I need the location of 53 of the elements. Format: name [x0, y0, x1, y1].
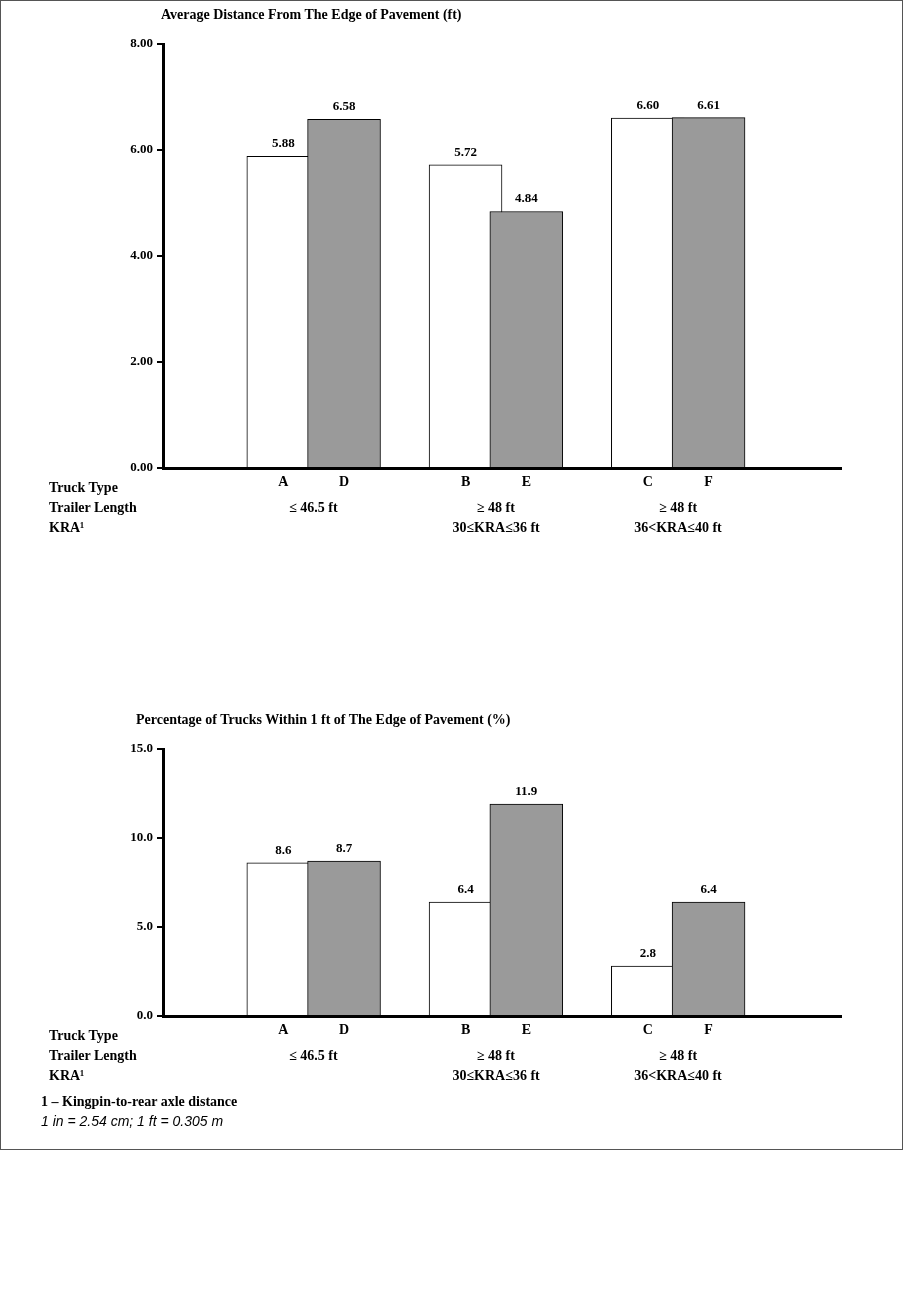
x-tick-label: C	[642, 1022, 653, 1038]
text: Truck Type	[49, 1028, 118, 1044]
chart-title: Percentage of Trucks Within 1 ft of The Edge of Pavement (%)	[136, 712, 511, 728]
data-label: 6.4	[700, 880, 718, 896]
text: 30≤KRA≤36 ft	[452, 1068, 540, 1084]
data-label: 6.61	[697, 96, 720, 112]
text: ≥ 48 ft	[476, 1048, 515, 1064]
text: 1 in = 2.54 cm; 1 ft = 0.305 m	[41, 1113, 224, 1129]
x-tick-label: C	[642, 474, 653, 490]
y-tick-label: 0.00	[130, 459, 153, 475]
text: Trailer Length	[49, 1048, 137, 1064]
data-label: 6.60	[636, 97, 660, 113]
data-label: 8.6	[275, 841, 292, 857]
x-tick-label: B	[460, 474, 471, 490]
text: 30≤KRA≤36 ft	[452, 520, 540, 536]
x-tick-label: F	[704, 474, 713, 490]
text: 36<KRA≤40 ft	[634, 520, 722, 536]
text: Truck Type	[49, 480, 118, 496]
data-label: 4.84	[514, 190, 539, 206]
text: Trailer Length	[49, 500, 137, 516]
text: ≤ 46.5 ft	[289, 500, 338, 516]
text: ≤ 46.5 ft	[289, 1048, 338, 1064]
data-label: 6.4	[457, 880, 475, 896]
text: 1 – Kingpin-to-rear axle distance	[41, 1094, 238, 1110]
y-tick-label: 8.00	[130, 35, 153, 51]
text: ≥ 48 ft	[659, 1048, 698, 1064]
y-tick-label: 2.00	[130, 353, 153, 369]
x-tick-label: F	[704, 1022, 713, 1038]
text: ≥ 48 ft	[476, 500, 515, 516]
y-tick-label: 6.00	[130, 141, 153, 157]
y-tick-label: 4.00	[130, 247, 153, 263]
y-tick-label: 5.0	[136, 918, 153, 934]
x-tick-label: A	[278, 1022, 290, 1038]
chart-title: Average Distance From The Edge of Pavement (ft)	[161, 7, 462, 23]
y-tick-label: 10.0	[130, 829, 153, 845]
data-label: 8.7	[335, 840, 353, 855]
y-tick-label: 15.0	[130, 740, 153, 756]
data-label: 6.58	[332, 98, 356, 114]
x-tick-label: B	[460, 1022, 471, 1038]
data-label: 11.9	[515, 783, 538, 799]
y-tick-label: 0.0	[136, 1007, 153, 1023]
data-label: 5.88	[271, 135, 296, 151]
data-label: 5.72	[454, 143, 477, 159]
text: ≥ 48 ft	[659, 500, 698, 516]
x-tick-label: E	[521, 1022, 531, 1038]
x-tick-label: A	[278, 474, 290, 490]
text: KRA¹	[49, 520, 85, 536]
text: KRA¹	[49, 1068, 85, 1084]
x-tick-label: E	[521, 474, 531, 490]
x-tick-label: D	[338, 474, 350, 490]
x-tick-label: D	[338, 1022, 350, 1038]
text: 36<KRA≤40 ft	[634, 1068, 722, 1084]
data-label: 2.8	[639, 945, 657, 961]
